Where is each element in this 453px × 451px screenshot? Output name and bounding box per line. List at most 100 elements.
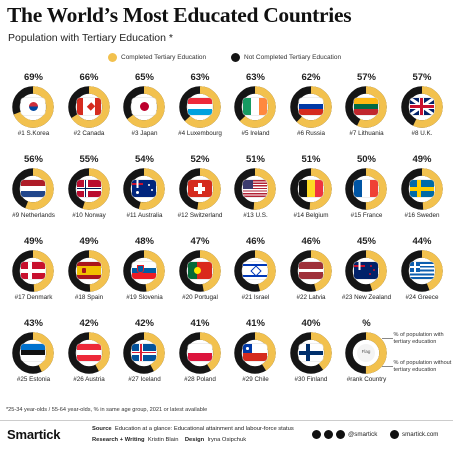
source-line: Source Education at a glance: Educationa… xyxy=(92,426,294,432)
israel-flag xyxy=(243,262,267,279)
key-flag-placeholder: Flag xyxy=(357,344,375,362)
greece-flag xyxy=(410,262,434,279)
percent-label: 47% xyxy=(172,236,229,247)
percent-label: 66% xyxy=(61,72,118,83)
percent-label: 62% xyxy=(283,72,340,83)
country-donut-iceland: 42%#27 Iceland xyxy=(116,318,173,400)
country-donut-france: 50% #15 France xyxy=(338,154,395,236)
country-label: #29 Chile xyxy=(224,376,287,383)
japan-flag xyxy=(132,98,156,115)
country-label: #11 Australia xyxy=(113,212,176,219)
percent-label: 46% xyxy=(227,236,284,247)
percent-label: 43% xyxy=(5,318,62,329)
lithuania-flag xyxy=(354,98,378,115)
facebook-icon[interactable] xyxy=(312,430,321,439)
netherlands-flag xyxy=(21,180,45,197)
percent-label: 46% xyxy=(283,236,340,247)
website-link[interactable]: smartick.com xyxy=(402,431,438,438)
percent-label: 56% xyxy=(5,154,62,165)
credits-line: Research + Writing Kristin Blain Design … xyxy=(92,437,246,443)
percent-label: 57% xyxy=(338,72,395,83)
percent-label: 50% xyxy=(338,154,395,165)
country-label: #15 France xyxy=(335,212,398,219)
country-donut-luxembourg: 63%#4 Luxembourg xyxy=(172,72,229,154)
page-subtitle: Population with Tertiary Education * xyxy=(8,32,173,44)
poland-flag xyxy=(188,344,212,361)
country-label: #5 Ireland xyxy=(224,130,287,137)
instagram-icon[interactable] xyxy=(336,430,345,439)
country-donut-sweden: 49% #16 Sweden xyxy=(394,154,451,236)
country-label: #21 Israel xyxy=(224,294,287,301)
percent-label: 55% xyxy=(61,154,118,165)
country-label: #7 Lithuania xyxy=(335,130,398,137)
percent-label: 42% xyxy=(116,318,173,329)
percent-label: 49% xyxy=(61,236,118,247)
luxembourg-flag xyxy=(188,98,212,115)
finland-flag xyxy=(299,344,323,361)
country-donut-switzerland: 52% #12 Switzerland xyxy=(172,154,229,236)
sweden-flag xyxy=(410,180,434,197)
country-label: #24 Greece xyxy=(391,294,453,301)
percent-label: 52% xyxy=(172,154,229,165)
percent-label: 69% xyxy=(5,72,62,83)
page-title: The World’s Most Educated Countries xyxy=(7,3,447,28)
key-caption: #rank Country xyxy=(335,376,398,383)
uk-flag xyxy=(410,98,434,115)
country-label: #16 Sweden xyxy=(391,212,453,219)
social-handle[interactable]: @smartick xyxy=(348,431,377,438)
country-label: #4 Luxembourg xyxy=(169,130,232,137)
spain-flag xyxy=(77,262,101,279)
country-donut-latvia: 46%#22 Latvia xyxy=(283,236,340,318)
south-korea-flag xyxy=(21,98,45,115)
percent-label: 49% xyxy=(394,154,451,165)
latvia-flag xyxy=(299,262,323,279)
country-donut-lithuania: 57% #7 Lithuania xyxy=(338,72,395,154)
country-label: #10 Norway xyxy=(58,212,121,219)
france-flag xyxy=(354,180,378,197)
key-pointer-line xyxy=(382,338,393,339)
switzerland-flag xyxy=(188,180,212,197)
percent-label: 57% xyxy=(394,72,451,83)
percent-label: 65% xyxy=(116,72,173,83)
country-donut-canada: 66%#2 Canada xyxy=(61,72,118,154)
country-donut-estonia: 43% #25 Estonia xyxy=(5,318,62,400)
country-donut-new-zealand: 45%#23 New Zealand xyxy=(338,236,395,318)
legend-not-completed-label: Not Completed Tertiary Education xyxy=(244,54,341,61)
portugal-flag xyxy=(188,262,212,279)
austria-flag xyxy=(77,344,101,361)
twitter-icon[interactable] xyxy=(324,430,333,439)
country-label: #20 Portugal xyxy=(169,294,232,301)
norway-flag xyxy=(77,180,101,197)
percent-label: 40% xyxy=(283,318,340,329)
percent-label: 48% xyxy=(116,236,173,247)
country-label: #14 Belgium xyxy=(280,212,343,219)
country-donut-poland: 41%#28 Poland xyxy=(172,318,229,400)
smartick-logo: Smartick xyxy=(7,427,60,442)
footer: Smartick Source Education at a glance: E… xyxy=(0,420,453,451)
country-label: #25 Estonia xyxy=(2,376,65,383)
country-donut-netherlands: 56%#9 Netherlands xyxy=(5,154,62,236)
percent-label: 41% xyxy=(227,318,284,329)
country-label: #17 Denmark xyxy=(2,294,65,301)
percent-label: 51% xyxy=(227,154,284,165)
country-donut-belgium: 51%#14 Belgium xyxy=(283,154,340,236)
russia-flag xyxy=(299,98,323,115)
country-label: #18 Spain xyxy=(58,294,121,301)
percent-label: 49% xyxy=(5,236,62,247)
new-zealand-flag xyxy=(354,262,378,279)
country-donut-norway: 55% #10 Norway xyxy=(61,154,118,236)
country-donut-japan: 65% #3 Japan xyxy=(116,72,173,154)
country-donut-s-korea: 69%#1 S.Korea xyxy=(5,72,62,154)
country-label: #3 Japan xyxy=(113,130,176,137)
country-donut-denmark: 49% #17 Denmark xyxy=(5,236,62,318)
country-label: #6 Russia xyxy=(280,130,343,137)
denmark-flag xyxy=(21,262,45,279)
country-label: #12 Switzerland xyxy=(169,212,232,219)
percent-label: 63% xyxy=(227,72,284,83)
globe-icon[interactable] xyxy=(390,430,399,439)
key-note-without: % of population without tertiary educati… xyxy=(394,360,453,374)
legend-not-completed-swatch xyxy=(231,53,240,62)
chile-flag xyxy=(243,344,267,361)
footnote: *25-34 year-olds / 55-64 year-olds, % in… xyxy=(6,407,207,413)
